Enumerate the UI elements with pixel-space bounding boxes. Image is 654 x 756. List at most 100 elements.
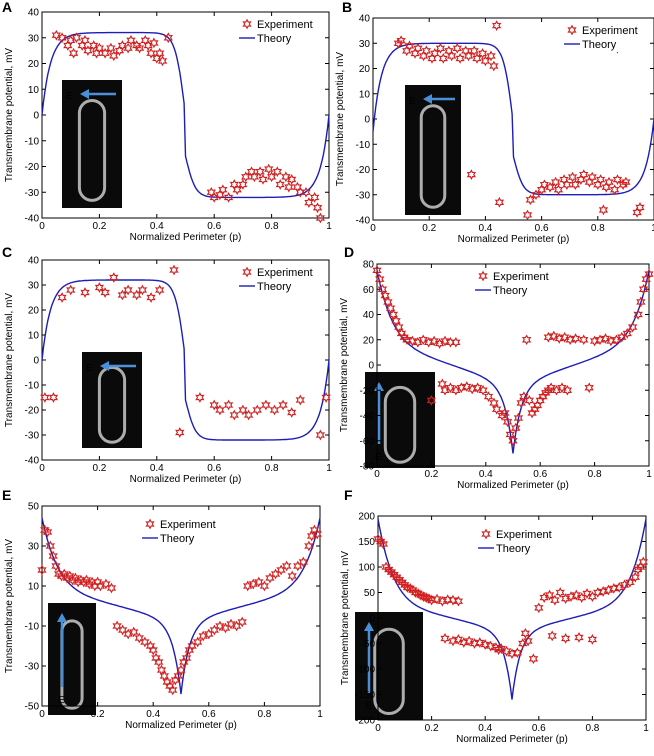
experiment-point [579, 334, 589, 346]
y-tick-label: 40 [363, 310, 375, 321]
experiment-point [106, 582, 117, 594]
experiment-point [258, 174, 268, 185]
theory-curve [372, 42, 654, 196]
y-tick-label: 50 [28, 502, 40, 513]
experiment-point [301, 186, 311, 198]
experiment-point [48, 550, 58, 562]
experiment-point [555, 587, 565, 598]
legend-experiment-label: Experiment [493, 271, 549, 283]
y-tick-label: 20 [359, 64, 371, 75]
experiment-point [84, 578, 94, 590]
x-tick-label: 1 [646, 469, 652, 480]
experiment-point [489, 60, 499, 72]
field-label: E [409, 96, 416, 107]
experiment-point [146, 47, 156, 59]
experiment-point [315, 212, 326, 224]
experiment-point [522, 209, 533, 221]
experiment-point [534, 602, 544, 614]
y-tick-label: 10 [28, 582, 40, 593]
panel-letter: D [344, 244, 354, 260]
experiment-point [304, 540, 314, 552]
experiment-point [57, 292, 67, 303]
x-tick-label: 0.4 [146, 709, 160, 720]
y-tick-label: -30 [25, 188, 40, 199]
y-axis-label: Transmembrane potential, mV [4, 48, 15, 182]
y-tick-label: -20 [360, 386, 375, 397]
x-tick-label: 0 [375, 723, 381, 734]
panel-letter: A [2, 0, 12, 15]
experiment-point [440, 384, 450, 396]
x-tick-label: 0.6 [207, 463, 221, 474]
x-tick-label: 1 [643, 723, 649, 734]
experiment-point [434, 338, 445, 349]
experiment-point [587, 171, 597, 183]
x-tick-label: 0.4 [479, 469, 493, 480]
experiment-point [430, 48, 440, 59]
y-tick-label: -100 [355, 665, 375, 676]
x-axis-label: Normalized Perimeter (p) [130, 474, 242, 485]
y-tick-label: 0 [369, 614, 375, 625]
experiment-point [312, 202, 323, 214]
experiment-point [633, 564, 643, 575]
y-axis-label: Transmembrane potential, mV [340, 551, 351, 685]
legend-theory-label: Theory [493, 285, 528, 297]
experiment-point [467, 383, 477, 395]
experiment-point [440, 335, 450, 347]
y-tick-label: -10 [356, 140, 371, 151]
experiment-point [426, 594, 437, 606]
theory-curve [41, 279, 330, 441]
experiment-point [51, 29, 62, 41]
y-tick-label: -30 [25, 431, 40, 442]
experiment-point [559, 331, 570, 343]
experiment-point [500, 407, 510, 419]
experiment-point [618, 179, 628, 190]
experiment-point [154, 47, 165, 59]
experiment-point [595, 334, 605, 346]
experiment-point [181, 652, 192, 664]
experiment-point [429, 335, 439, 347]
legend-box [473, 268, 561, 298]
y-tick-label: -40 [356, 216, 371, 227]
y-tick-label: 100 [358, 563, 375, 574]
cell-inset: E [62, 80, 122, 208]
experiment-point [491, 20, 502, 31]
legend: Experiment Theory [473, 268, 561, 298]
experiment-point [146, 292, 156, 303]
legend-experiment-label: Experiment [496, 529, 552, 541]
experiment-point [477, 48, 488, 59]
experiment-point [163, 32, 173, 44]
experiment-point [175, 427, 185, 438]
experiment-point [83, 45, 93, 56]
experiment-point [480, 55, 491, 67]
experiment-point [562, 179, 572, 190]
legend-experiment-marker [242, 266, 252, 278]
field-arrow-icon [57, 613, 67, 687]
y-tick-label: 30 [359, 39, 371, 50]
experiment-point [137, 284, 148, 296]
cell-inset: E [82, 352, 142, 448]
cell-inset: E [405, 85, 461, 215]
x-tick-label: 0.4 [150, 221, 164, 232]
x-tick-label: 1 [651, 223, 654, 234]
experiment-point [80, 34, 90, 46]
panel-d: D E 0 0.2 0.4 0.6 0.8 1 -80 -60 -40 -20 0 20 40 60 80 Nor… [339, 244, 654, 491]
experiment-point [633, 309, 643, 320]
legend-experiment-marker [242, 18, 252, 30]
panel-letter: B [342, 0, 352, 15]
experiment-point [309, 192, 320, 203]
y-tick-label: 0 [364, 115, 370, 126]
legend-box [562, 22, 650, 52]
experiment-point [523, 635, 533, 647]
experiment-point [609, 583, 619, 594]
experiment-point [543, 331, 554, 343]
experiment-point [472, 382, 483, 394]
arrow-head [423, 94, 432, 104]
field-label: E [66, 91, 73, 102]
experiment-point [396, 35, 406, 47]
experiment-point [494, 196, 505, 208]
experiment-point [560, 633, 571, 644]
y-tick-label: 30 [28, 542, 40, 553]
experiment-point [554, 333, 564, 344]
experiment-point [223, 399, 234, 411]
